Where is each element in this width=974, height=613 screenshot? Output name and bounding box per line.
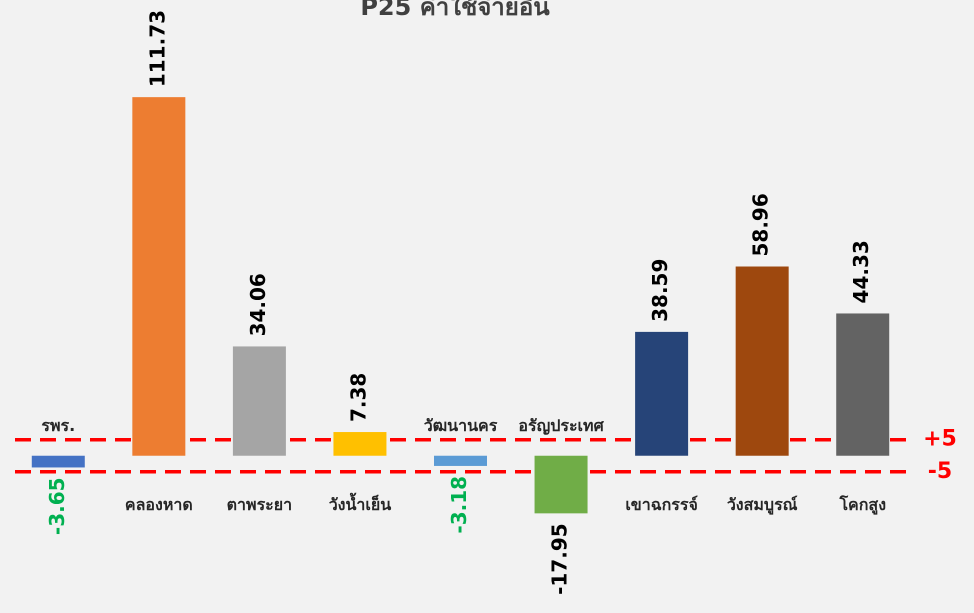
x-tick-label: วัฒนานคร xyxy=(424,416,498,435)
bar xyxy=(735,266,789,456)
value-label: -3.65 xyxy=(45,477,69,535)
value-label: 34.06 xyxy=(246,273,270,336)
x-tick-label: วังสมบูรณ์ xyxy=(727,495,798,516)
x-tick-label: อรัญประเทศ xyxy=(518,416,604,436)
bar xyxy=(534,455,588,514)
value-label: 111.73 xyxy=(145,10,169,87)
value-label: 58.96 xyxy=(749,193,773,256)
bar xyxy=(132,97,186,456)
reference-label: -5 xyxy=(928,459,952,484)
value-label: 38.59 xyxy=(648,259,672,322)
value-label: -3.18 xyxy=(447,476,471,534)
bar xyxy=(836,313,890,456)
x-tick-label: ตาพระยา xyxy=(227,495,292,514)
bar xyxy=(31,455,85,468)
value-label: 7.38 xyxy=(346,373,370,422)
value-label: 44.33 xyxy=(849,240,873,303)
x-tick-label: โคกสูง xyxy=(838,494,886,516)
x-tick-label: คลองหาด xyxy=(125,495,193,514)
bar xyxy=(333,432,387,456)
value-label: -17.95 xyxy=(548,523,572,595)
bar xyxy=(434,455,487,466)
chart-title: P25 ค่าใช้จ่ายอื่น xyxy=(360,0,550,21)
x-tick-label: วังน้ำเย็น xyxy=(329,492,392,514)
bar xyxy=(635,331,689,456)
x-tick-label: รพร. xyxy=(41,416,75,435)
bar xyxy=(232,346,286,456)
x-tick-label: เขาฉกรรจ์ xyxy=(625,495,698,514)
reference-label: +5 xyxy=(923,427,957,452)
